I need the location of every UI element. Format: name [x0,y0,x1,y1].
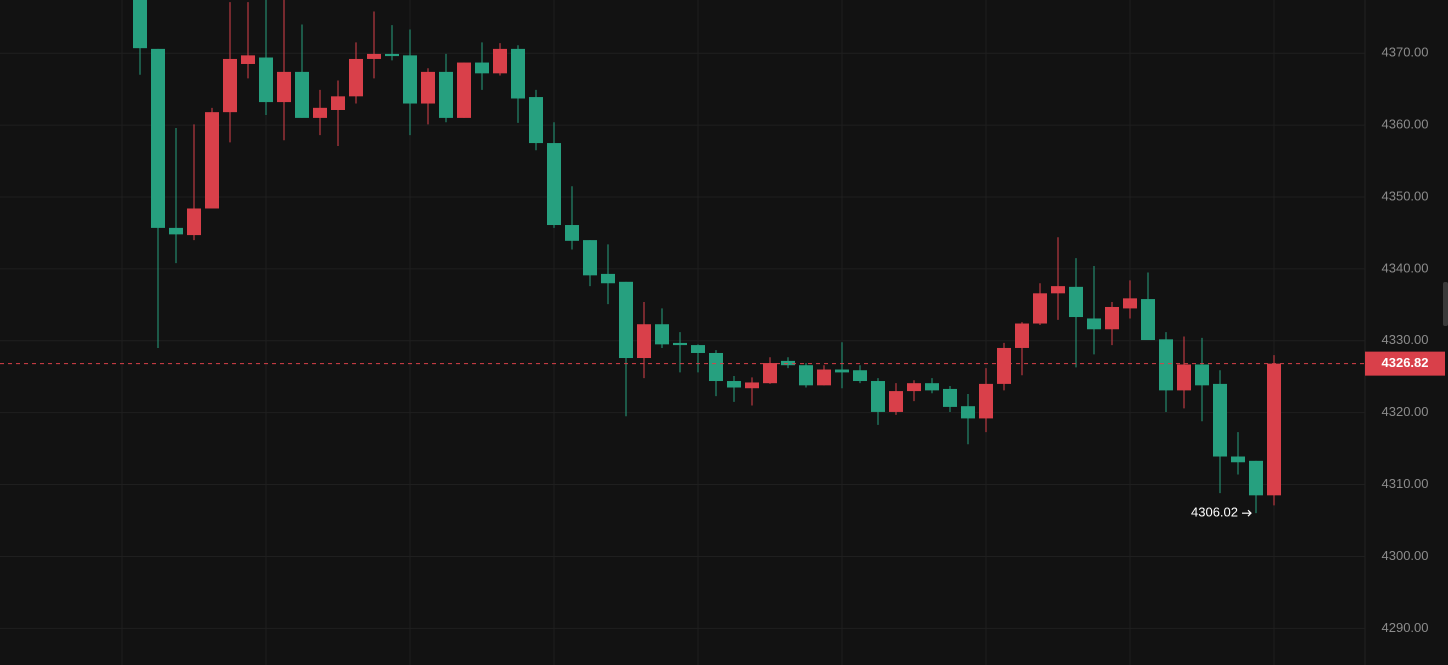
candle-body [871,381,885,412]
candle-body [1051,286,1065,294]
candle-body [1123,298,1137,309]
candle-body [799,365,813,386]
candle-body [403,55,417,104]
overlay: 4290.00 4300.00 4310.00 4320.00 4330.00 4340.… [0,45,1445,635]
y-tick-label: 4330.00 [1382,332,1429,347]
candle-body [421,71,435,104]
y-tick-label: 4320.00 [1382,404,1429,419]
y-tick-label: 4290.00 [1382,620,1429,635]
candle-body [745,382,759,389]
candle-body [727,381,741,388]
candle-body [1231,456,1245,463]
y-tick-label: 4310.00 [1382,476,1429,491]
candle-body [331,96,345,110]
candle-body [1033,293,1047,324]
candle-body [295,71,309,118]
candle-body [979,383,993,419]
panel-handle[interactable] [1443,282,1448,326]
candle-body [493,48,507,74]
candle-body [943,388,957,407]
low-price-label: 4306.02 [1191,505,1238,520]
candle-body [457,62,471,118]
candle-body [583,240,597,276]
candle-body [1015,323,1029,348]
candle-body [475,62,489,74]
candle-body [763,363,777,384]
plot-area [133,0,1281,514]
candle-body [277,71,291,103]
candle-body [529,97,543,144]
candle-body [835,369,849,373]
candle-body [1087,318,1101,330]
candle-body [673,342,687,346]
candle-body [439,71,453,118]
grid [0,0,1365,665]
candle-body [637,324,651,359]
last-price-label: 4326.82 [1382,355,1429,370]
candle-body [547,143,561,226]
candle-body [853,370,867,382]
candle-body [925,383,939,391]
candle-body [1249,460,1263,496]
candle-body [961,406,975,419]
candle-body [133,0,147,49]
candle-body [997,347,1011,384]
candle-body [565,225,579,241]
candle-body [151,48,165,228]
candle-body [709,352,723,382]
low-price-arrow [1242,509,1252,517]
candle-body [169,227,183,235]
candle-body [259,57,273,103]
candle-body [781,360,795,366]
candle-body [313,107,327,118]
y-tick-label: 4350.00 [1382,188,1429,203]
candle-body [691,345,705,353]
candle-body [1267,363,1281,496]
candle-body [1159,339,1173,391]
candle-body [1069,286,1083,318]
candle-body [907,383,921,392]
candle-body [205,112,219,209]
y-tick-label: 4360.00 [1382,117,1429,132]
y-tick-label: 4300.00 [1382,548,1429,563]
candle-body [1213,383,1227,457]
y-tick-label: 4370.00 [1382,45,1429,60]
candle-body [385,53,399,57]
candle-body [1177,364,1191,391]
candle-body [367,53,381,59]
candle-body [1195,364,1209,386]
candle-body [1105,306,1119,330]
candle-body [655,324,669,345]
candle-body [601,273,615,284]
candle-body [223,58,237,113]
candle-body [1141,299,1155,341]
last-price-badge [1365,351,1445,376]
candle-body [349,58,363,97]
y-tick-label: 4340.00 [1382,260,1429,275]
candle-body [817,369,831,386]
candle-body [187,208,201,236]
candle-body [889,391,903,412]
candle-body [241,55,255,64]
candle-body [511,48,525,99]
candle-body [619,281,633,359]
